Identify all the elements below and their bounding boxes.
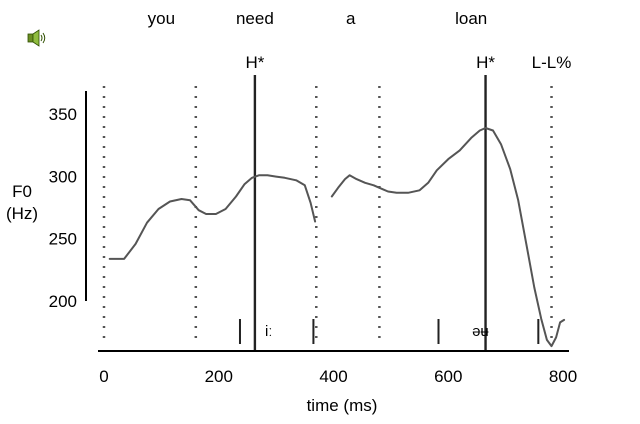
segment-marks: iː əʉ (238, 319, 540, 344)
x-tick-label: 600 (434, 367, 462, 386)
segment-label: əʉ (472, 323, 489, 340)
word-boundaries (102, 86, 553, 340)
x-tick-label: 0 (99, 367, 108, 386)
tone-label: L-L% (532, 53, 572, 72)
f0-contour (108, 127, 566, 348)
word-label: you (148, 9, 175, 28)
word-labels: you need a loan (148, 9, 488, 28)
x-tick-label: 400 (319, 367, 347, 386)
y-tick-label: 200 (49, 292, 77, 311)
speaker-icon[interactable] (27, 29, 46, 47)
y-axis-label-line2: (Hz) (6, 204, 38, 223)
y-tick-labels: 200 250 300 350 (49, 105, 77, 311)
f0-series-line (108, 174, 317, 260)
word-label: loan (455, 9, 487, 28)
y-tick-label: 250 (49, 230, 77, 249)
tone-label: H* (476, 53, 495, 72)
segment-label: iː (265, 323, 273, 340)
word-label: a (346, 9, 356, 28)
y-axis-label-line1: F0 (12, 182, 32, 201)
y-tick-label: 350 (49, 105, 77, 124)
tone-label: H* (245, 53, 264, 72)
x-tick-labels: 0 200 400 600 800 (99, 367, 577, 386)
tone-labels: H* H* L-L% (245, 53, 571, 351)
y-tick-label: 300 (49, 167, 77, 186)
f0-series-line (330, 127, 566, 348)
x-axis-label: time (ms) (307, 396, 378, 415)
x-tick-label: 200 (205, 367, 233, 386)
x-tick-label: 800 (549, 367, 577, 386)
word-label: need (236, 9, 274, 28)
